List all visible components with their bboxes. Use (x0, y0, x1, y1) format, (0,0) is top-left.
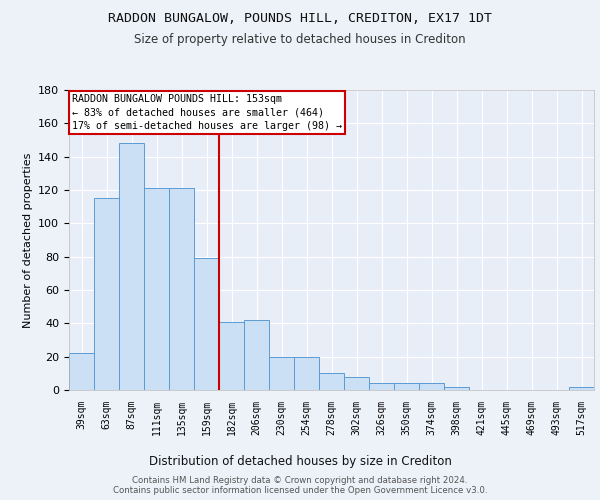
Text: Distribution of detached houses by size in Crediton: Distribution of detached houses by size … (149, 454, 451, 468)
Text: RADDON BUNGALOW POUNDS HILL: 153sqm
← 83% of detached houses are smaller (464)
1: RADDON BUNGALOW POUNDS HILL: 153sqm ← 83… (71, 94, 341, 131)
Bar (219, 322, 244, 390)
Bar (194, 258, 219, 390)
Bar (369, 384, 394, 390)
Bar (269, 356, 294, 390)
Bar (444, 386, 469, 390)
Bar (294, 356, 319, 390)
Bar (169, 188, 194, 390)
Bar (69, 354, 94, 390)
Bar (119, 144, 144, 390)
Bar (144, 188, 169, 390)
Text: Size of property relative to detached houses in Crediton: Size of property relative to detached ho… (134, 32, 466, 46)
Bar (244, 320, 269, 390)
Bar (569, 386, 594, 390)
Text: RADDON BUNGALOW, POUNDS HILL, CREDITON, EX17 1DT: RADDON BUNGALOW, POUNDS HILL, CREDITON, … (108, 12, 492, 26)
Bar (319, 374, 344, 390)
Bar (419, 384, 444, 390)
Y-axis label: Number of detached properties: Number of detached properties (23, 152, 32, 328)
Text: Contains HM Land Registry data © Crown copyright and database right 2024.
Contai: Contains HM Land Registry data © Crown c… (113, 476, 487, 495)
Bar (394, 384, 419, 390)
Bar (94, 198, 119, 390)
Bar (344, 376, 369, 390)
